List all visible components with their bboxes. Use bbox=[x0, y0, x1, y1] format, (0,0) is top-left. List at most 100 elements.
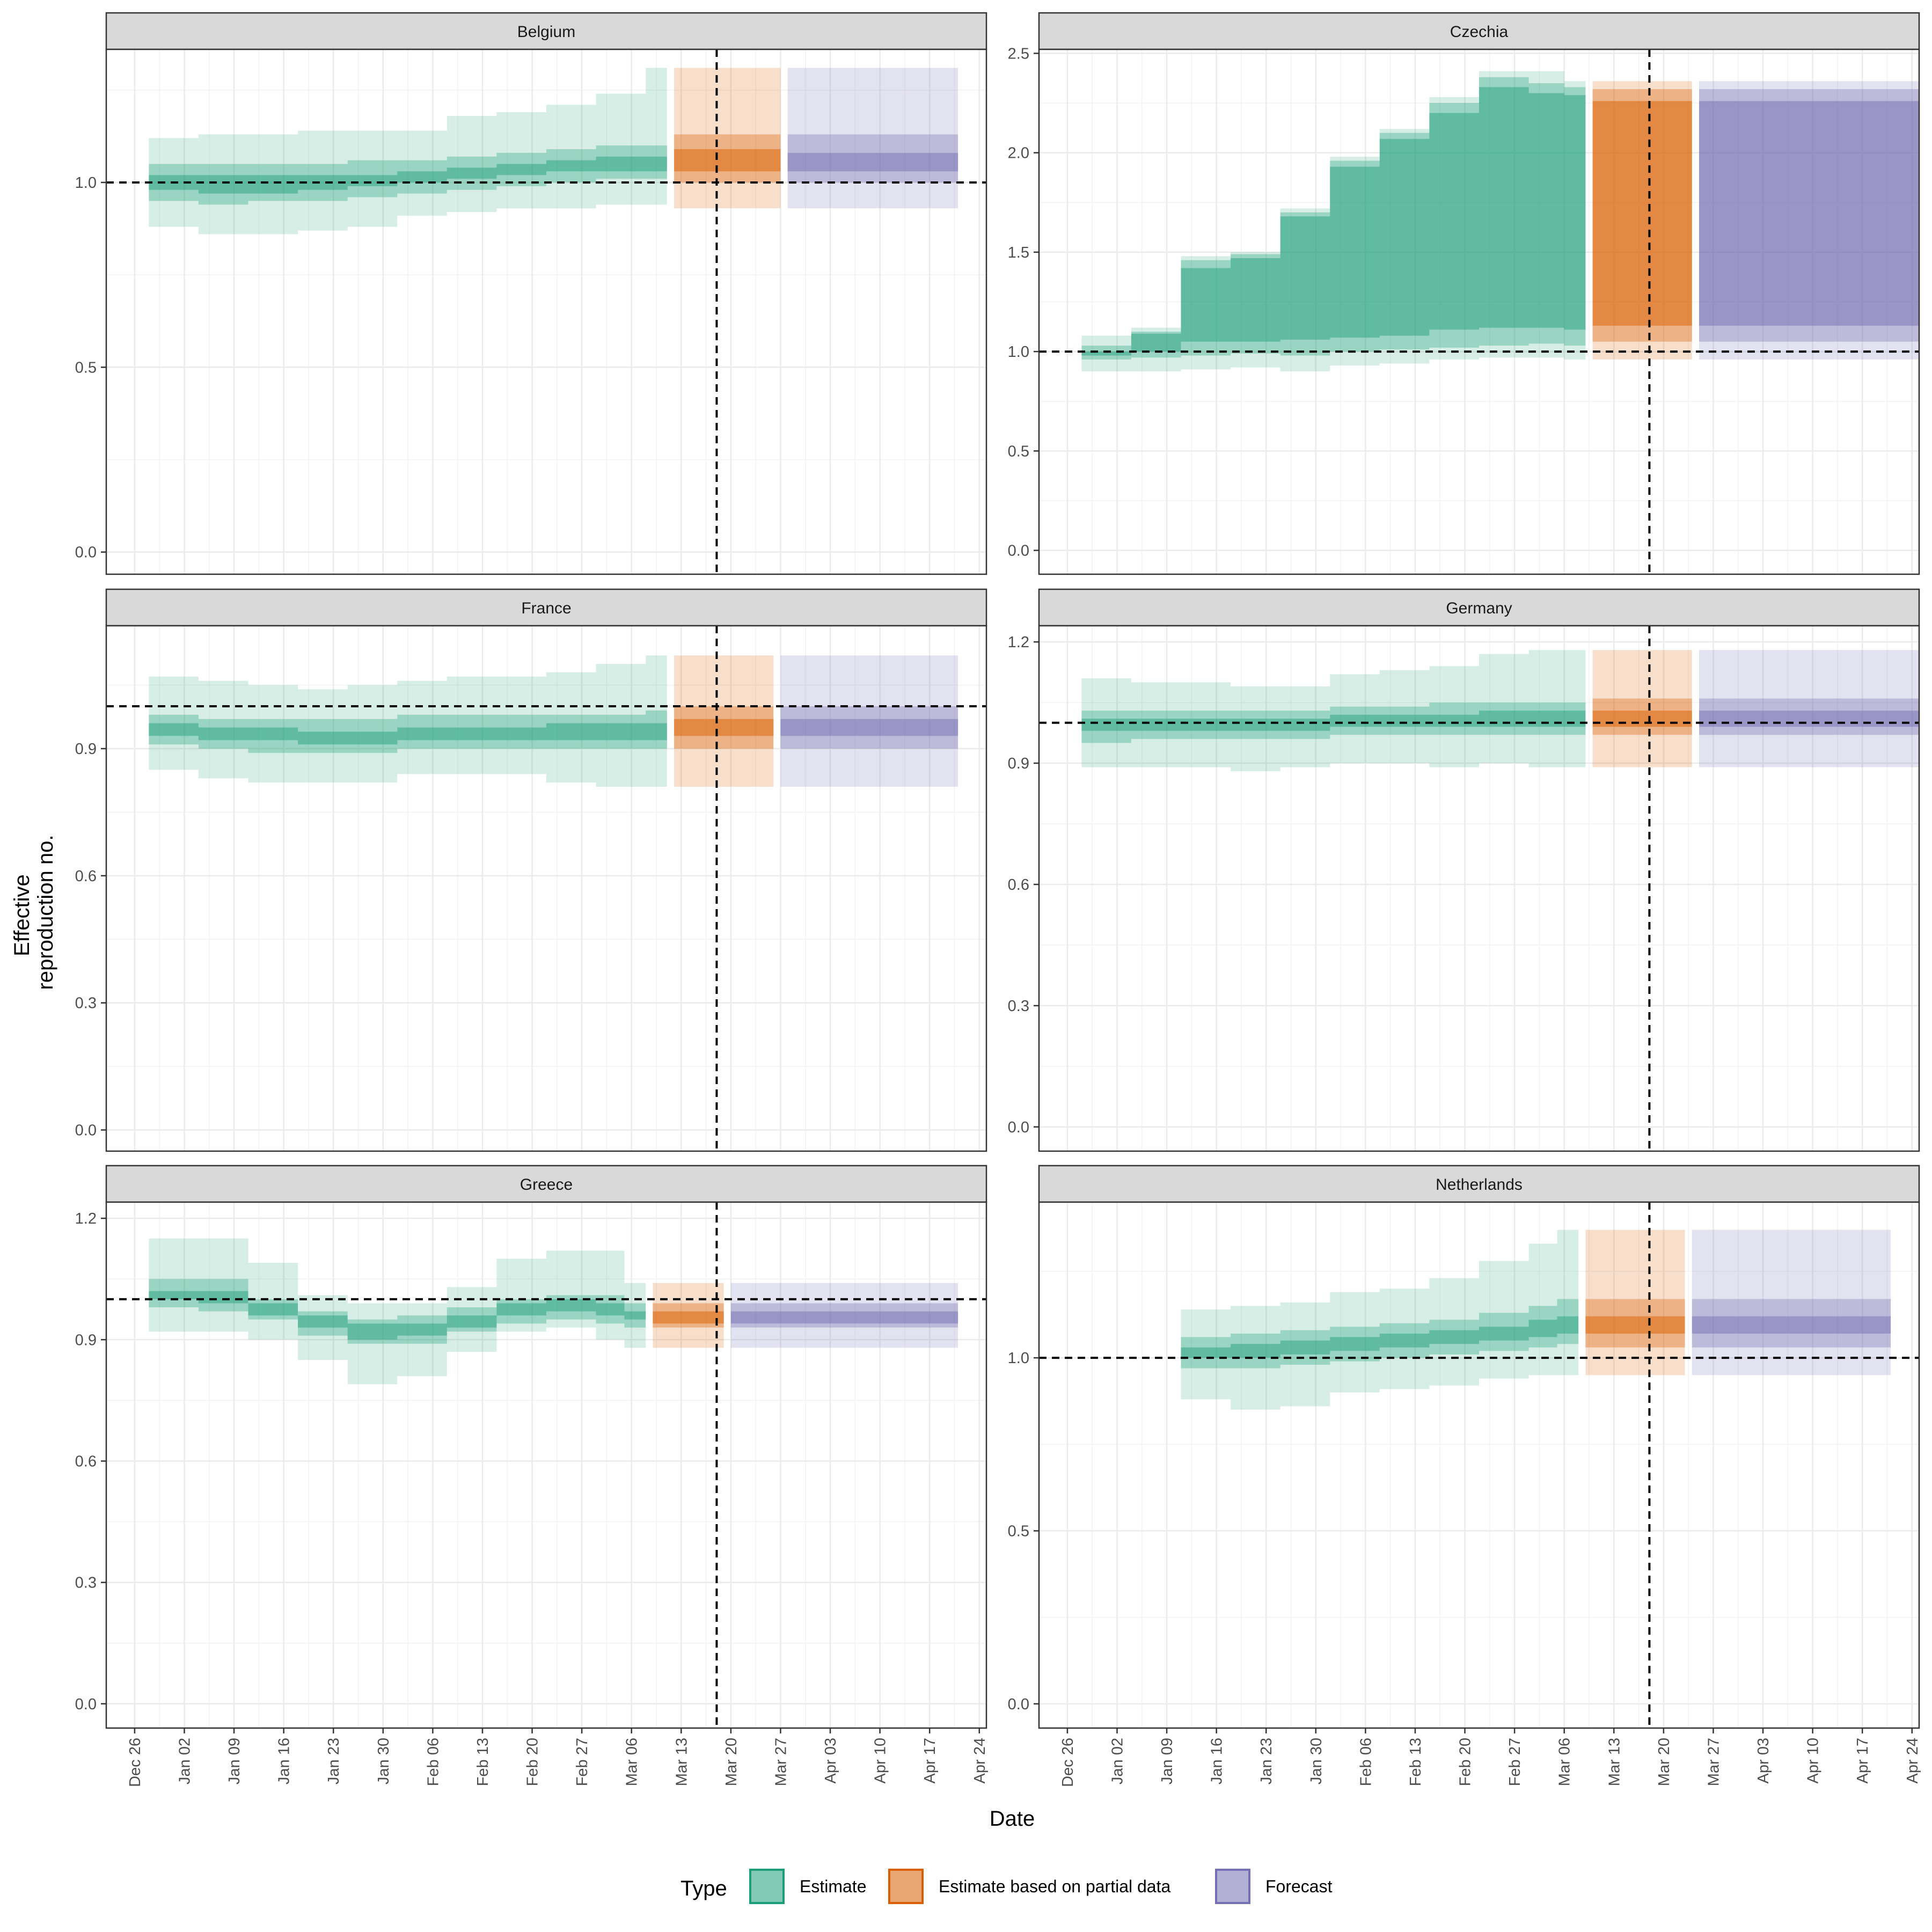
panel-greece-x-tick-label: Apr 24 bbox=[971, 1738, 989, 1783]
panel-netherlands-x-tick-label: Feb 20 bbox=[1457, 1738, 1474, 1786]
panel-germany-strip bbox=[1038, 588, 1920, 627]
panel-czechia-estimate-band-20 bbox=[1081, 87, 1586, 356]
panel-netherlands: Netherlands 0.0 0.5 1.0 Dec 26 Jan 02 Jan 09 Ja… bbox=[1008, 1165, 1921, 1787]
panel-netherlands-border bbox=[1038, 1201, 1920, 1729]
y-axis-label-line-2: reproduction no. bbox=[34, 835, 57, 990]
panel-greece-x-tick-label: Apr 17 bbox=[921, 1738, 939, 1783]
panel-belgium: Belgium 0.0 0.5 1.0 bbox=[75, 12, 987, 575]
panel-netherlands-x-tick-label: Mar 06 bbox=[1556, 1738, 1574, 1786]
panel-czechia-estimate-band-50 bbox=[1081, 77, 1586, 360]
panel-belgium-y-tick-label: 0.5 bbox=[75, 359, 97, 376]
panel-france-estimate-band-90 bbox=[149, 655, 667, 787]
panel-netherlands-title: Netherlands bbox=[1436, 1176, 1523, 1194]
legend-key-estimate-based-on-partial-data bbox=[888, 1869, 924, 1904]
panel-germany-y-tick-label: 0.3 bbox=[1008, 998, 1029, 1015]
facet-panels: Belgium 0.0 0.5 1.0 Czechia 0.0 0.5 1.0 1.5 2.0 2.… bbox=[75, 12, 1921, 1787]
panel-netherlands-x-tick-label: Jan 23 bbox=[1258, 1738, 1275, 1784]
panel-greece-forecast-band-3 bbox=[730, 1311, 958, 1324]
panel-germany-y-tick-label: 0.9 bbox=[1008, 755, 1029, 772]
panel-greece-x-tick-label: Apr 03 bbox=[822, 1738, 839, 1783]
panel-france: France 0.0 0.3 0.6 0.9 bbox=[75, 588, 987, 1152]
panel-germany-y-tick-label: 0.6 bbox=[1008, 876, 1029, 894]
panel-greece-x-tick-label: Mar 20 bbox=[723, 1738, 740, 1786]
panel-germany-partial-band-3 bbox=[1592, 711, 1692, 727]
panel-greece-x-tick-label: Jan 16 bbox=[276, 1738, 293, 1784]
panel-germany-border bbox=[1038, 625, 1920, 1152]
panel-greece-background bbox=[106, 1202, 986, 1728]
panel-greece-x-tick-label: Jan 30 bbox=[375, 1738, 392, 1784]
panel-greece: Greece 0.0 0.3 0.6 0.9 1.2 Dec 26 Jan 02 Jan 09 J… bbox=[75, 1165, 989, 1787]
panel-czechia-y-tick-label: 2.0 bbox=[1008, 145, 1029, 162]
panel-greece-estimate-band-90 bbox=[149, 1238, 646, 1385]
panel-greece-y-tick-label: 0.0 bbox=[75, 1696, 97, 1713]
panel-belgium-partial-band-3 bbox=[674, 149, 781, 172]
panel-germany: Germany 0.0 0.3 0.6 0.9 1.2 bbox=[1008, 588, 1920, 1152]
panel-netherlands-x-tick-label: Jan 16 bbox=[1209, 1738, 1226, 1784]
panel-germany-partial-band-1 bbox=[1592, 650, 1692, 767]
panel-france-title: France bbox=[521, 599, 571, 617]
y-axis-label: Effective reproduction no. bbox=[10, 835, 57, 990]
legend-key-forecast bbox=[1215, 1869, 1250, 1904]
panel-netherlands-forecast-band-3 bbox=[1692, 1316, 1891, 1334]
panel-france-strip bbox=[105, 588, 987, 627]
panel-czechia-partial-band-3 bbox=[1592, 101, 1692, 326]
panel-greece-x-tick-label: Jan 02 bbox=[177, 1738, 194, 1784]
panel-greece-x-tick-label: Feb 27 bbox=[574, 1738, 591, 1786]
panel-netherlands-x-tick-label: Jan 09 bbox=[1159, 1738, 1176, 1784]
panel-netherlands-partial-band-3 bbox=[1585, 1316, 1685, 1334]
panel-france-y-tick-label: 0.0 bbox=[75, 1122, 97, 1139]
panel-greece-x-tick-label: Feb 13 bbox=[474, 1738, 492, 1786]
y-axis-label-line-1: Effective bbox=[10, 874, 34, 956]
panel-czechia-border bbox=[1038, 48, 1920, 575]
panel-germany-estimate-band-20 bbox=[1081, 711, 1586, 731]
panel-netherlands-x-tick-label: Mar 20 bbox=[1656, 1738, 1673, 1786]
panel-greece-x-tick-label: Feb 20 bbox=[524, 1738, 541, 1786]
panel-netherlands-x-tick-label: Mar 27 bbox=[1706, 1738, 1723, 1786]
panel-czechia-estimate-band-90 bbox=[1081, 71, 1586, 372]
panel-germany-forecast-band-1 bbox=[1699, 650, 1919, 767]
panel-czechia-title: Czechia bbox=[1450, 23, 1509, 41]
panel-belgium-strip bbox=[105, 12, 987, 50]
panel-france-y-tick-label: 0.9 bbox=[75, 741, 97, 758]
panel-netherlands-x-tick-label: Feb 06 bbox=[1357, 1738, 1374, 1786]
panel-greece-x-tick-label: Mar 13 bbox=[673, 1738, 690, 1786]
panel-greece-y-tick-label: 1.2 bbox=[75, 1210, 97, 1227]
panel-france-estimate-band-20 bbox=[149, 723, 667, 745]
panel-greece-title: Greece bbox=[520, 1176, 573, 1194]
legend-label-estimate: Estimate bbox=[800, 1877, 866, 1896]
panel-france-forecast-band-3 bbox=[780, 719, 958, 736]
legend-label-forecast: Forecast bbox=[1265, 1877, 1333, 1896]
panel-czechia-y-tick-label: 0.5 bbox=[1008, 443, 1029, 460]
panel-czechia-y-tick-label: 0.0 bbox=[1008, 543, 1029, 560]
panel-belgium-background bbox=[106, 49, 986, 574]
panel-czechia: Czechia 0.0 0.5 1.0 1.5 2.0 2.5 bbox=[1008, 12, 1920, 575]
panel-netherlands-forecast-band-1 bbox=[1692, 1230, 1891, 1375]
panel-greece-x-tick-label: Feb 06 bbox=[425, 1738, 442, 1786]
panel-greece-y-tick-label: 0.6 bbox=[75, 1453, 97, 1470]
panel-france-background bbox=[106, 626, 986, 1151]
panel-netherlands-y-tick-label: 1.0 bbox=[1008, 1350, 1029, 1367]
panel-greece-y-tick-label: 0.3 bbox=[75, 1575, 97, 1592]
panel-netherlands-y-tick-label: 0.0 bbox=[1008, 1696, 1029, 1713]
panel-france-y-tick-label: 0.6 bbox=[75, 868, 97, 885]
panel-netherlands-x-tick-label: Dec 26 bbox=[1059, 1738, 1077, 1787]
panel-belgium-estimate-band-90 bbox=[149, 68, 667, 235]
panel-netherlands-estimate-band-50 bbox=[1181, 1299, 1579, 1368]
legend: Type Estimate Estimate based on partial da… bbox=[680, 1869, 1333, 1904]
panel-france-partial-band-3 bbox=[674, 719, 774, 736]
panel-netherlands-background bbox=[1039, 1202, 1919, 1728]
panel-greece-estimate-band-20 bbox=[149, 1291, 646, 1340]
panel-czechia-forecast-band-3 bbox=[1699, 101, 1919, 326]
panel-greece-x-tick-label: Apr 10 bbox=[872, 1738, 889, 1783]
panel-greece-x-tick-label: Jan 23 bbox=[325, 1738, 342, 1784]
panel-belgium-title: Belgium bbox=[517, 23, 575, 41]
panel-czechia-y-tick-label: 1.0 bbox=[1008, 343, 1029, 361]
panel-netherlands-estimate-band-20 bbox=[1181, 1316, 1579, 1358]
panel-greece-partial-band-3 bbox=[653, 1311, 724, 1324]
panel-czechia-y-tick-label: 1.5 bbox=[1008, 244, 1029, 261]
panel-greece-x-tick-label: Dec 26 bbox=[127, 1738, 144, 1787]
panel-czechia-y-tick-label: 2.5 bbox=[1008, 45, 1029, 62]
panel-germany-forecast-band-3 bbox=[1699, 711, 1919, 727]
panel-germany-estimate-band-90 bbox=[1081, 650, 1586, 772]
